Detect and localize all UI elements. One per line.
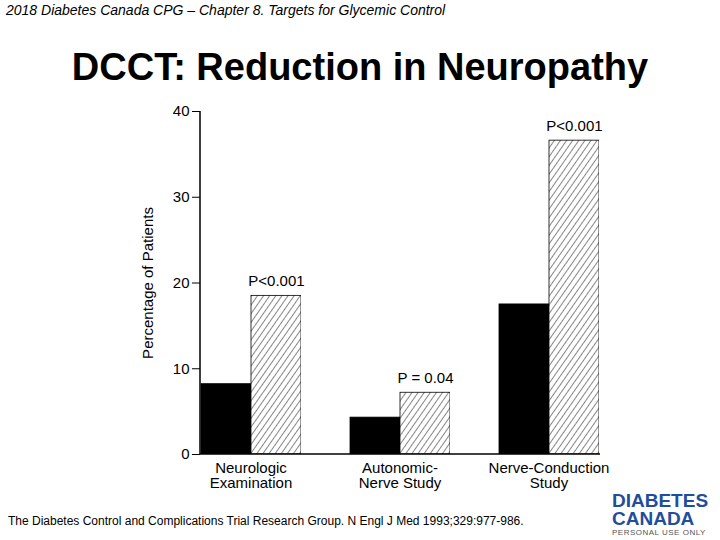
svg-text:Nerve-ConductionStudy: Nerve-ConductionStudy — [489, 459, 610, 491]
svg-text:10: 10 — [173, 360, 190, 377]
svg-text:NeurologicExamination: NeurologicExamination — [210, 459, 293, 491]
html-text:DIABETES: DIABETES — [612, 490, 709, 511]
svg-text:0: 0 — [181, 445, 189, 462]
html-text:DCCT: Reduction in Neuropathy: DCCT: Reduction in Neuropathy — [71, 46, 649, 88]
svg-text:P<0.001: P<0.001 — [248, 272, 304, 289]
svg-text:P<0.001: P<0.001 — [546, 117, 602, 134]
svg-text:Percentage of Patients: Percentage of Patients — [139, 207, 156, 359]
html-text:CANADA: CANADA — [612, 508, 695, 529]
html-text:PERSONAL USE ONLY: PERSONAL USE ONLY — [612, 528, 706, 537]
svg-text:Autonomic-Nerve Study: Autonomic-Nerve Study — [359, 459, 442, 491]
html-text:The Diabetes Control and Compl: The Diabetes Control and Complications T… — [8, 514, 524, 528]
svg-text:20: 20 — [173, 274, 190, 291]
svg-text:P = 0.04: P = 0.04 — [397, 369, 453, 386]
svg-text:40: 40 — [173, 102, 190, 119]
svg-text:30: 30 — [173, 188, 190, 205]
html-text:2018 Diabetes Canada CPG – Cha: 2018 Diabetes Canada CPG – Chapter 8. Ta… — [6, 2, 446, 18]
